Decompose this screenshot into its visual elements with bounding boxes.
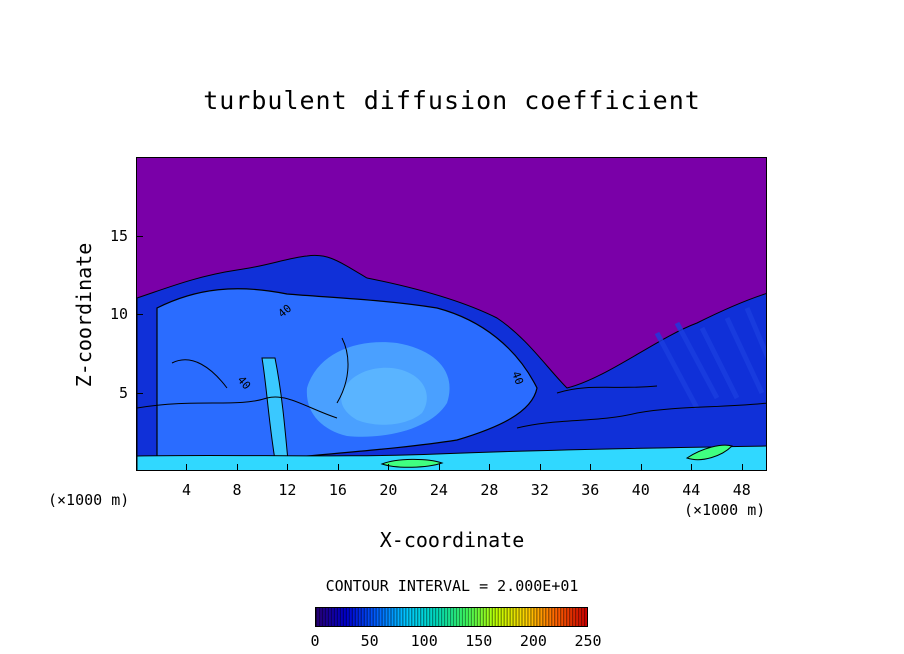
updraft-column-region (261, 357, 290, 470)
surface-layer-region (137, 445, 766, 470)
green-patch-region (380, 458, 444, 468)
plot-area: 40 40 40 (136, 157, 767, 471)
x-tick-mark (489, 464, 491, 471)
colorbar-tick-label: 150 (465, 632, 493, 650)
x-tick-mark (287, 464, 289, 471)
x-tick-mark (691, 464, 693, 471)
colorbar-tick-label: 100 (410, 632, 438, 650)
x-tick-label: 48 (732, 481, 751, 499)
contour-interval-text: CONTOUR INTERVAL = 2.000E+01 (325, 577, 579, 595)
x-tick-mark (337, 464, 339, 471)
x-tick-label: 16 (328, 481, 347, 499)
colorbar-tick-label: 200 (519, 632, 547, 650)
colorbar-tick-label: 50 (360, 632, 379, 650)
y-unit-label: (×1000 m) (48, 491, 130, 509)
y-tick-mark (136, 314, 143, 315)
x-tick-label: 28 (480, 481, 499, 499)
contour-lines (137, 337, 766, 429)
x-tick-label: 4 (181, 481, 191, 499)
x-tick-mark (236, 464, 238, 471)
x-axis-label: X-coordinate (379, 528, 525, 552)
x-tick-label: 8 (232, 481, 242, 499)
x-tick-label: 44 (682, 481, 701, 499)
x-tick-mark (741, 464, 743, 471)
colorbar (315, 607, 588, 627)
wave-streaks (654, 307, 766, 410)
y-tick-label: 15 (109, 226, 128, 245)
x-tick-mark (539, 464, 541, 471)
x-tick-label: 40 (631, 481, 650, 499)
x-unit-label: (×1000 m) (684, 501, 766, 519)
y-axis-label: Z-coordinate (72, 242, 96, 388)
x-tick-label: 24 (429, 481, 448, 499)
x-tick-label: 20 (379, 481, 398, 499)
x-tick-mark (388, 464, 390, 471)
y-tick-mark (136, 235, 143, 237)
x-tick-mark (640, 464, 642, 471)
chart-title: turbulent diffusion coefficient (203, 86, 701, 115)
x-tick-mark (438, 464, 440, 471)
x-tick-mark (590, 464, 592, 471)
green-patch-region (685, 444, 733, 461)
x-tick-label: 36 (581, 481, 600, 499)
colorbar-tick-label: 0 (310, 632, 320, 650)
y-tick-mark (136, 392, 143, 394)
x-tick-mark (186, 464, 188, 471)
y-tick-label: 10 (109, 305, 128, 323)
x-tick-label: 12 (278, 481, 297, 499)
contour-value-label: 40 (509, 370, 526, 387)
vortex-core-region (341, 367, 427, 425)
x-tick-label: 32 (530, 481, 549, 499)
colorbar-tick-label: 250 (574, 632, 602, 650)
y-tick-label: 5 (118, 383, 128, 402)
